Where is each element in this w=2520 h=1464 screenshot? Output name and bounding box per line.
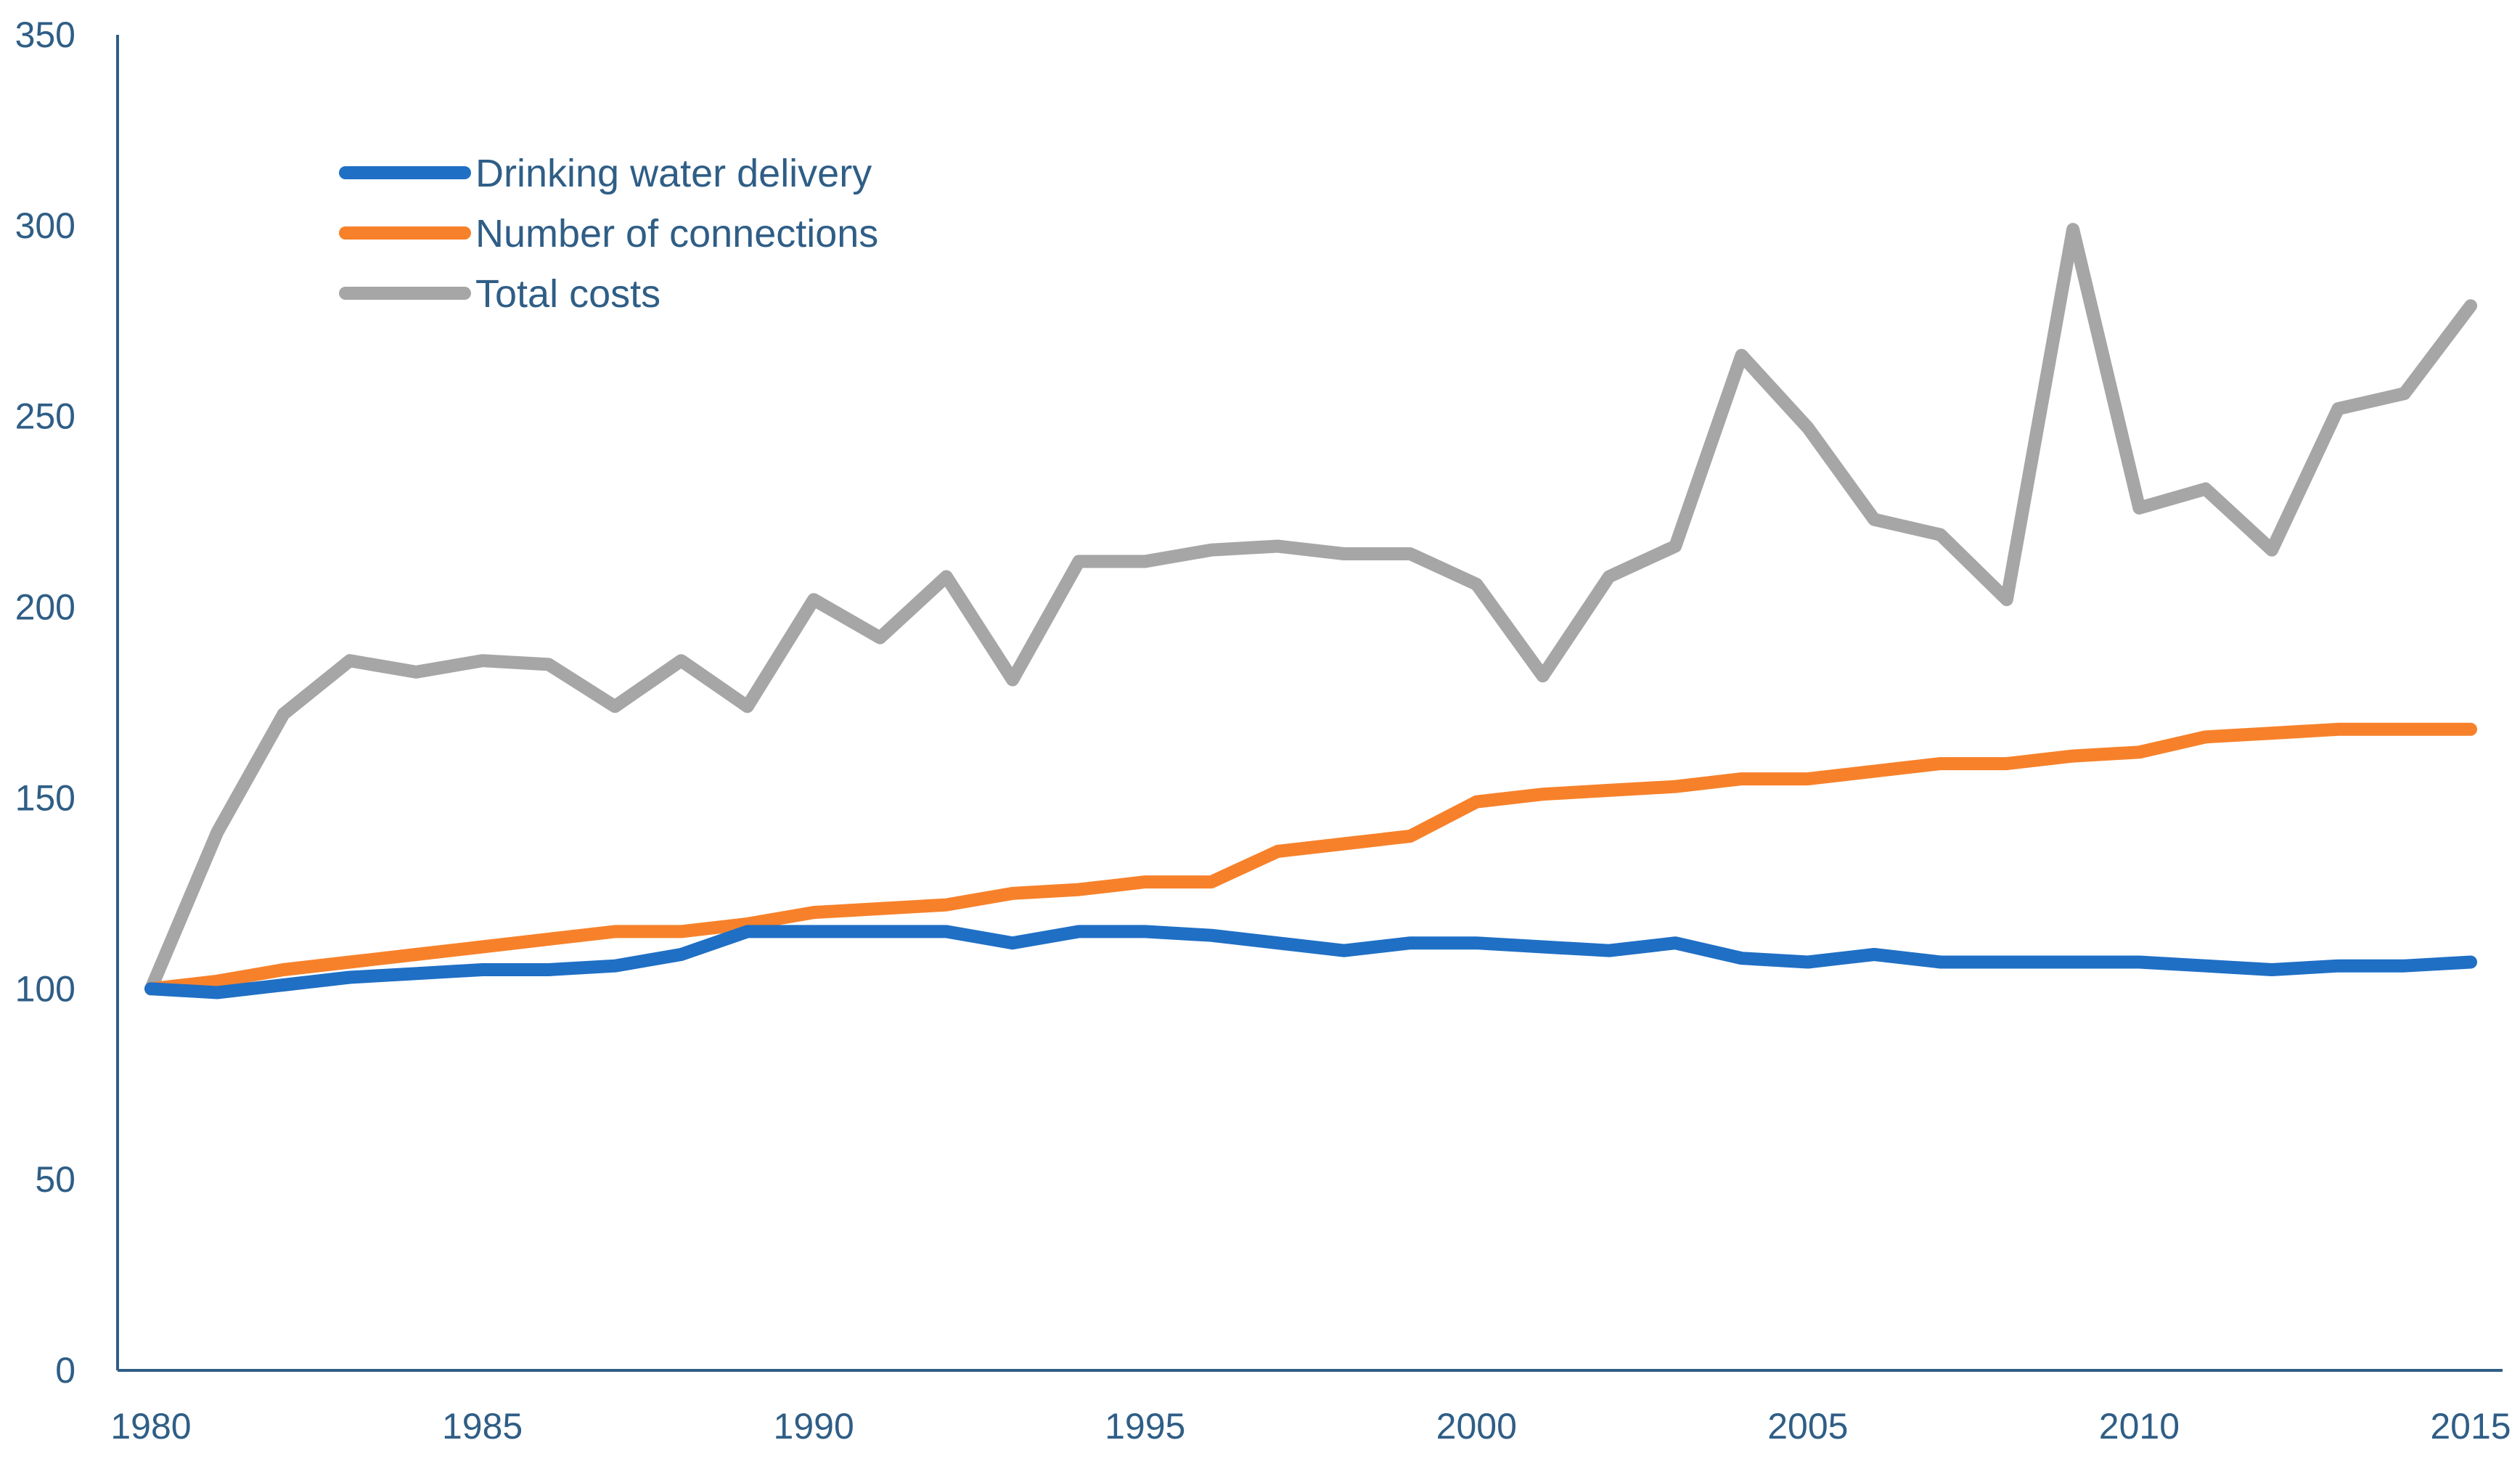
x-tick-label: 1985 xyxy=(442,1406,523,1447)
legend-label-drinking-water-delivery: Drinking water delivery xyxy=(475,152,872,195)
series-line-total-costs xyxy=(144,223,2477,996)
legend-label-number-of-connections: Number of connections xyxy=(475,212,878,255)
x-tick-label: 2010 xyxy=(2099,1406,2180,1447)
x-tick-label: 2005 xyxy=(1767,1406,1848,1447)
y-tick-label: 200 xyxy=(15,587,75,628)
series-layer xyxy=(144,223,2477,999)
y-tick-label: 150 xyxy=(15,777,75,818)
series-line-drinking-water-delivery xyxy=(144,925,2477,999)
y-tick-label: 100 xyxy=(15,968,75,1009)
x-axis: 1980 1985 1990 1995 2000 2005 2010 2015 xyxy=(110,1369,2511,1447)
y-tick-label: 300 xyxy=(15,205,75,246)
x-tick-label: 1995 xyxy=(1105,1406,1185,1447)
y-tick-label: 250 xyxy=(15,396,75,437)
y-tick-label: 50 xyxy=(35,1159,75,1200)
x-tick-label: 2015 xyxy=(2430,1406,2511,1447)
y-axis: 0 50 100 150 200 250 300 350 xyxy=(15,15,119,1391)
legend: Drinking water delivery Number of connect… xyxy=(339,152,878,316)
x-tick-label: 2000 xyxy=(1436,1406,1517,1447)
legend-label-total-costs: Total costs xyxy=(475,272,660,316)
series-line-number-of-connections xyxy=(144,722,2477,996)
x-tick-label: 1980 xyxy=(110,1406,191,1447)
y-tick-label: 350 xyxy=(15,15,75,55)
y-tick-label: 0 xyxy=(55,1350,75,1391)
x-tick-label: 1990 xyxy=(774,1406,854,1447)
